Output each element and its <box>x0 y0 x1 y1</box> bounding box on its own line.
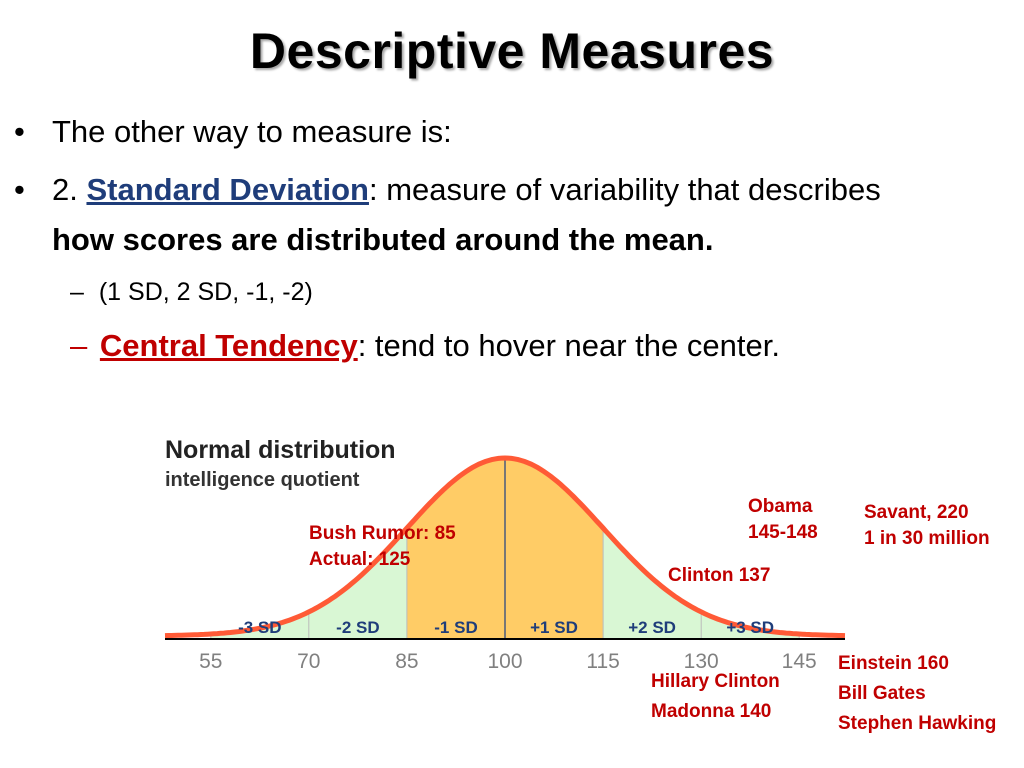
bullet-2-rest: : measure of variability that describes <box>368 172 881 207</box>
x-tick-label: 70 <box>297 650 320 673</box>
slide-title: Descriptive Measures <box>249 23 775 79</box>
note-line: Hillary Clinton <box>651 671 780 692</box>
note-line: 1 in 30 million <box>864 528 990 549</box>
sub-bullet-1-text: (1 SD, 2 SD, -1, -2) <box>98 278 313 306</box>
chart-subtitle: intelligence quotient <box>165 469 360 491</box>
x-tick-label: 130 <box>684 650 719 673</box>
sd-label: +3 SD <box>726 618 774 637</box>
note-line: 145-148 <box>748 522 818 543</box>
note-line: Clinton 137 <box>668 565 771 586</box>
note-line: Obama <box>748 496 813 517</box>
note-line: Einstein 160 <box>838 653 949 674</box>
note-obama: Obama 145-148 <box>748 494 818 546</box>
x-tick-label: 100 <box>487 650 522 673</box>
bullet-1-text: The other way to measure is: <box>52 114 452 149</box>
sd-region <box>210 611 309 638</box>
note-line: Bush Rumor: 85 <box>309 523 456 544</box>
sub-dash: – <box>70 278 84 306</box>
sd-label: -1 SD <box>434 618 477 637</box>
bullet-1: • The other way to measure is: <box>14 112 452 152</box>
x-tick-label: 145 <box>782 650 817 673</box>
sd-region <box>701 611 800 638</box>
central-tendency-term[interactable]: Central Tendency <box>99 328 358 363</box>
bell-curve <box>164 455 846 639</box>
x-tick-label: 85 <box>395 650 418 673</box>
bullet-2-bold-text: how scores are distributed around the me… <box>52 222 714 257</box>
x-tick-label: 115 <box>586 650 619 673</box>
note-line: Bill Gates <box>838 683 926 704</box>
bullet-2-prefix: 2. <box>52 172 87 207</box>
standard-deviation-term[interactable]: Standard Deviation <box>86 172 369 207</box>
chart-title: Normal distribution <box>165 436 396 464</box>
note-line: Savant, 220 <box>864 502 969 523</box>
bullet-2: • 2. Standard Deviation: measure of vari… <box>14 170 881 210</box>
sd-label: +2 SD <box>628 618 676 637</box>
bullet-dot: • <box>14 114 25 149</box>
note-hillary: Hillary Clinton Madonna 140 <box>651 667 780 727</box>
sd-region <box>505 458 604 638</box>
bullet-dot: • <box>14 172 25 207</box>
note-clinton: Clinton 137 <box>668 563 770 589</box>
sub-bullet-2: – Central Tendency: tend to hover near t… <box>70 326 780 366</box>
sd-label: -2 SD <box>336 618 379 637</box>
note-savant: Savant, 220 1 in 30 million <box>864 500 990 552</box>
normal-distribution-chart: -3 SD -2 SD -1 SD +1 SD +2 SD +3 SD 55 70 85 100… <box>160 430 860 680</box>
note-line: Actual: 125 <box>309 549 411 570</box>
x-tick-label: 55 <box>199 650 222 673</box>
note-line: Stephen Hawking <box>838 713 997 734</box>
bullet-2-continued: how scores are distributed around the me… <box>52 220 713 260</box>
chart-svg: -3 SD -2 SD -1 SD +1 SD +2 SD +3 SD 55 70 85 100… <box>164 436 846 673</box>
note-bush: Bush Rumor: 85 Actual: 125 <box>309 521 456 573</box>
sd-label: -3 SD <box>238 618 281 637</box>
sub-dash: – <box>70 328 88 363</box>
note-line: Madonna 140 <box>651 701 772 722</box>
sd-label: +1 SD <box>530 618 578 637</box>
sub-bullet-1: – (1 SD, 2 SD, -1, -2) <box>70 276 313 308</box>
sub-bullet-2-rest: : tend to hover near the center. <box>357 328 780 363</box>
note-einstein: Einstein 160 Bill Gates Stephen Hawking <box>838 649 996 739</box>
